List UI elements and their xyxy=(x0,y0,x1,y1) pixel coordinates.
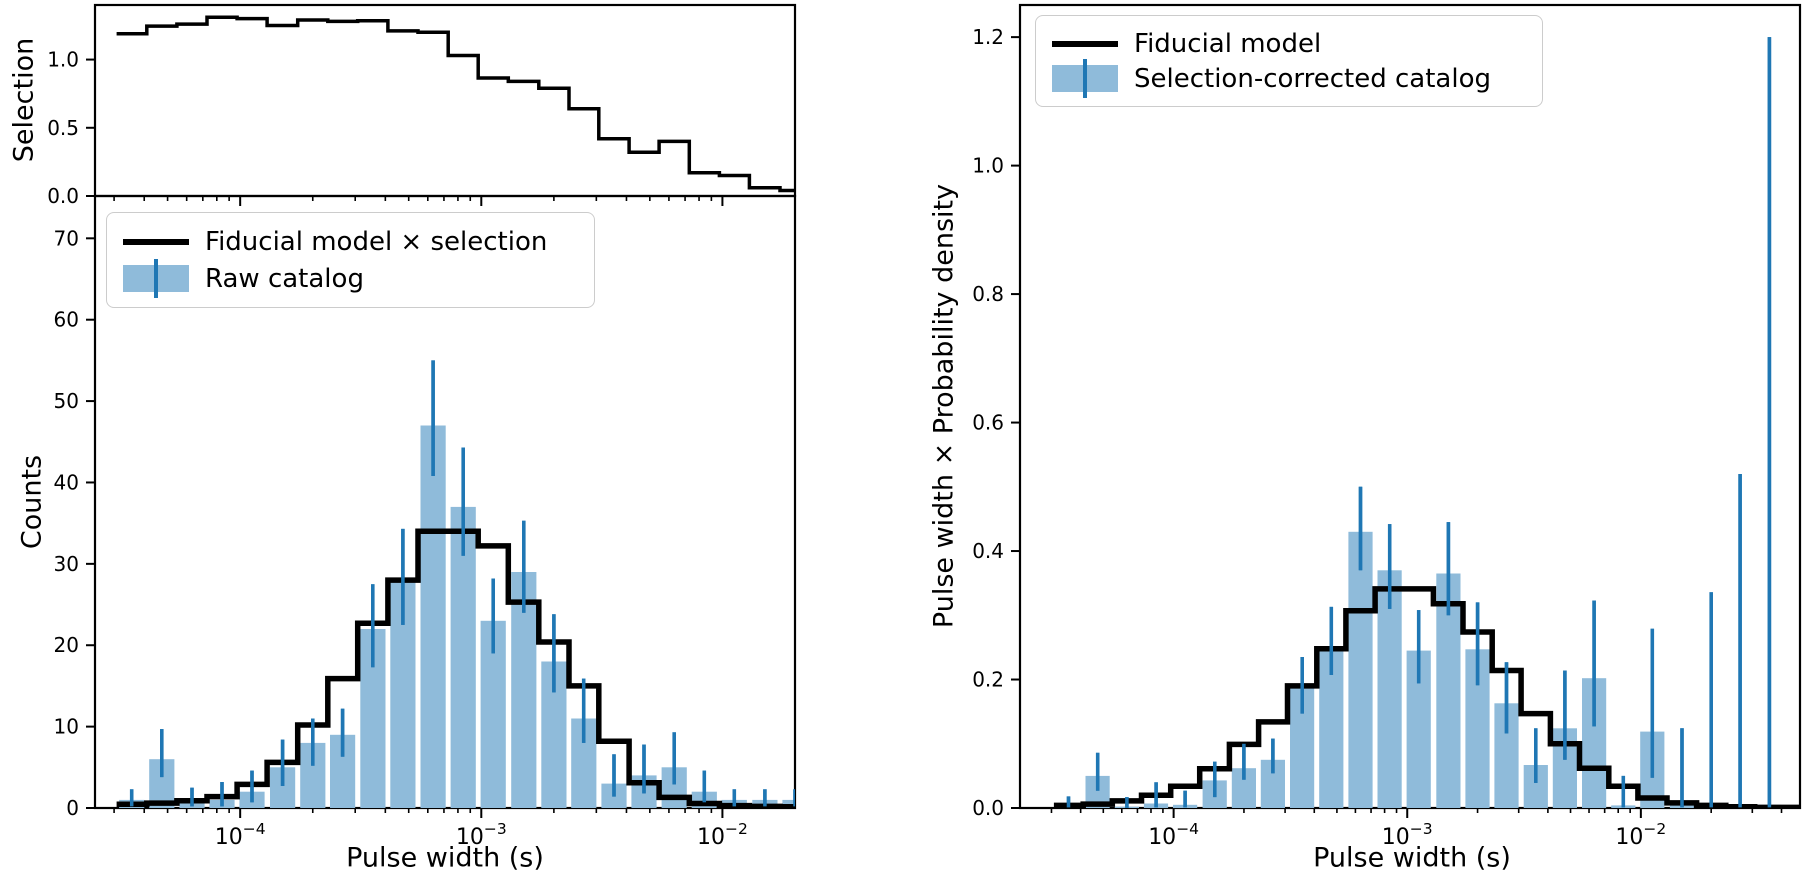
y-tick-label: 0.5 xyxy=(47,116,79,140)
y-tick-label: 60 xyxy=(54,308,79,332)
y-axis-ticks: 0.0 0.2 0.4 0.6 0.8 1.0 1.2 xyxy=(972,25,1020,820)
errorbar-icon xyxy=(1083,59,1087,98)
x-axis-ticks: 10−4 10−3 10−2 xyxy=(113,808,748,850)
x-tick-label: 10−4 xyxy=(1148,820,1199,850)
y-tick-label: 30 xyxy=(54,552,79,576)
y-tick-label: 10 xyxy=(54,715,79,739)
right-legend: Fiducial model Selection-corrected catal… xyxy=(1035,15,1543,107)
black-line-icon xyxy=(1052,40,1118,47)
counts-ylabel: Counts xyxy=(16,454,48,550)
y-tick-label: 20 xyxy=(54,633,79,657)
y-tick-label: 1.0 xyxy=(972,154,1004,178)
selection-step-line xyxy=(116,15,795,196)
y-tick-label: 1.2 xyxy=(972,25,1004,49)
legend-label: Selection-corrected catalog xyxy=(1134,63,1491,94)
right-xlabel: Pulse width (s) xyxy=(1313,842,1511,874)
fiducial-model-step xyxy=(1053,586,1800,808)
x-tick-label: 10−3 xyxy=(1382,820,1433,850)
raw-catalog-errorbars xyxy=(129,360,795,807)
x-tick-label: 10−2 xyxy=(1615,820,1666,850)
legend-item-fiducial-model: Fiducial model xyxy=(1052,26,1526,61)
selection-corrected-errorbars xyxy=(1066,37,1772,808)
left-legend: Fiducial model × selection Raw catalog xyxy=(106,212,595,308)
errorbar-icon xyxy=(154,259,158,298)
legend-item-model: Fiducial model × selection xyxy=(123,223,578,260)
y-axis-ticks: 0 10 20 30 40 50 60 70 xyxy=(54,226,95,820)
x-axis-ticks: 10−4 10−3 10−2 xyxy=(1050,808,1783,850)
selection-corrected-bars xyxy=(1056,531,1782,808)
black-line-icon xyxy=(123,238,189,245)
legend-label: Fiducial model × selection xyxy=(205,226,548,257)
x-tick-label: 10−2 xyxy=(697,820,748,850)
legend-item-raw-catalog: Raw catalog xyxy=(123,259,578,298)
y-tick-label: 50 xyxy=(54,389,79,413)
y-tick-label: 0.0 xyxy=(972,796,1004,820)
blue-errorbar-patch-icon xyxy=(1052,59,1118,98)
y-tick-label: 0.2 xyxy=(972,668,1004,692)
y-tick-label: 0 xyxy=(66,796,79,820)
y-tick-label: 0.6 xyxy=(972,411,1004,435)
x-axis-ticks xyxy=(113,196,724,206)
x-tick-label: 10−3 xyxy=(456,820,507,850)
y-tick-label: 40 xyxy=(54,470,79,494)
fiducial-model-times-selection-step xyxy=(116,528,795,808)
legend-label: Raw catalog xyxy=(205,263,364,294)
legend-label: Fiducial model xyxy=(1134,28,1322,59)
blue-errorbar-patch-icon xyxy=(123,259,189,298)
left-xlabel: Pulse width (s) xyxy=(346,842,544,874)
y-tick-label: 0.8 xyxy=(972,282,1004,306)
y-tick-label: 0.0 xyxy=(47,184,79,208)
y-axis-ticks: 0.0 0.5 1.0 xyxy=(47,48,95,208)
y-tick-label: 70 xyxy=(54,226,79,250)
legend-item-selection-corrected: Selection-corrected catalog xyxy=(1052,59,1526,98)
density-ylabel: Pulse width × Probability density xyxy=(928,183,960,629)
y-tick-label: 1.0 xyxy=(47,48,79,72)
selection-ylabel: Selection xyxy=(8,37,40,163)
y-tick-label: 0.4 xyxy=(972,539,1004,563)
x-tick-label: 10−4 xyxy=(215,820,266,850)
